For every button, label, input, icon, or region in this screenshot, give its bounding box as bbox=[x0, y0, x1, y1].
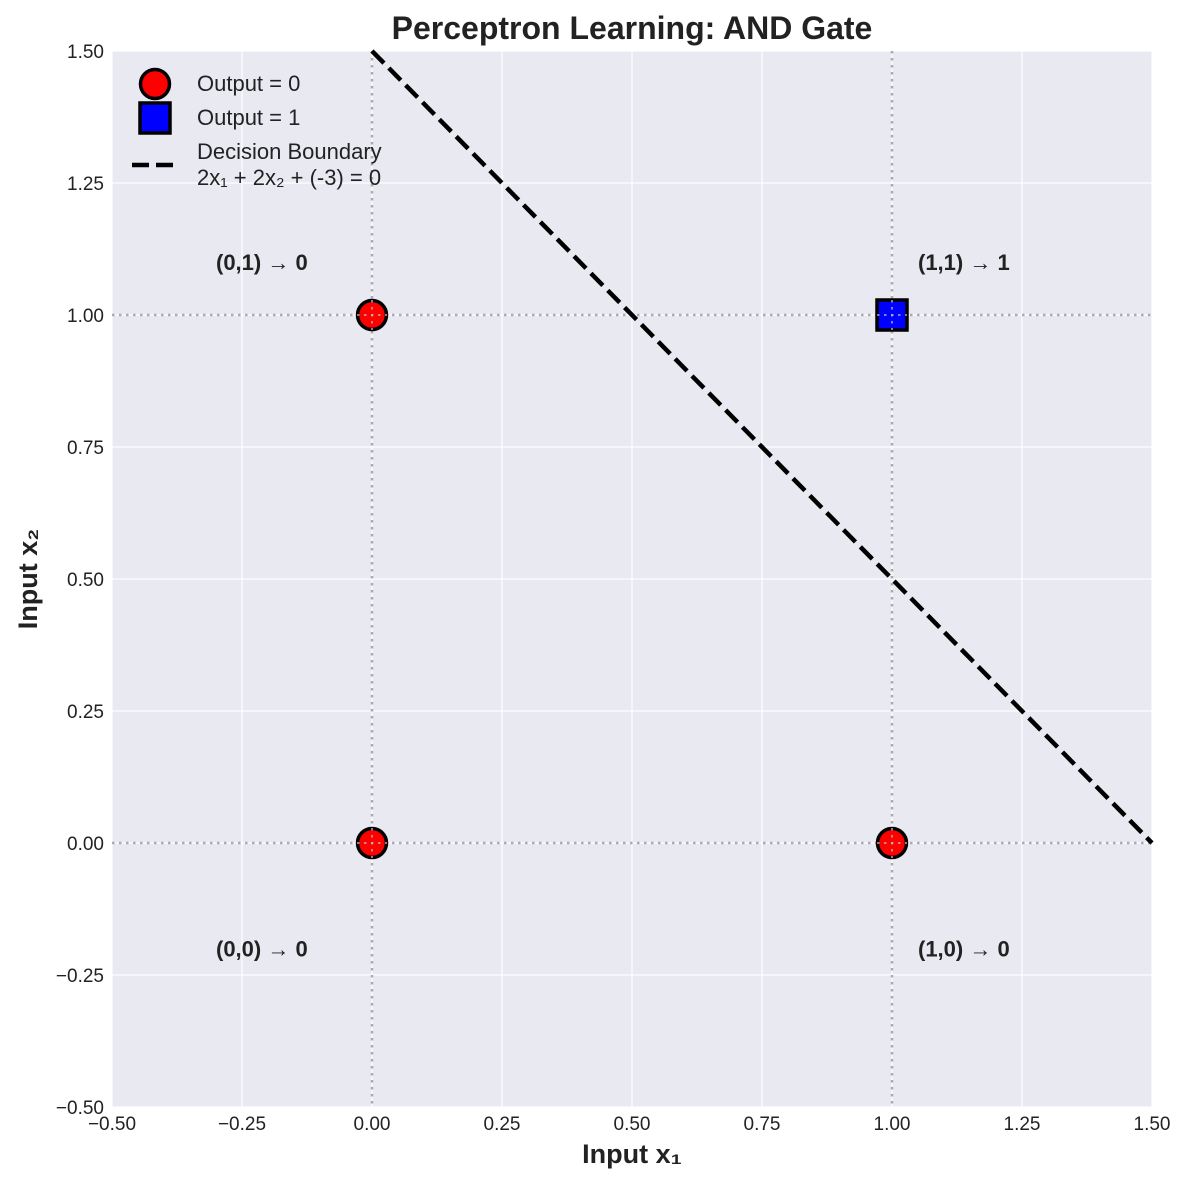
legend-circle-icon bbox=[138, 67, 172, 101]
point-annotation: (0,0) → 0 bbox=[216, 937, 308, 962]
point-annotations: (0,0) → 0 (0,1) → 0 (1,0) → 0 (1,1) → 1 bbox=[216, 250, 1010, 961]
x-tick-label: −0.50 bbox=[88, 1114, 136, 1135]
x-tick-label: 1.00 bbox=[874, 1114, 911, 1135]
x-tick-label: 0.75 bbox=[744, 1114, 781, 1135]
legend-label-boundary: Decision Boundary bbox=[197, 139, 382, 164]
x-tick-label: 0.00 bbox=[354, 1114, 391, 1135]
decision-boundary-layer bbox=[370, 49, 1154, 845]
x-tick-label: 0.25 bbox=[484, 1114, 521, 1135]
legend-label-output-0: Output = 0 bbox=[197, 71, 300, 96]
y-tick-label: −0.25 bbox=[56, 966, 104, 987]
x-tick-label: −0.25 bbox=[218, 1114, 266, 1135]
decision-boundary-line bbox=[370, 49, 1154, 845]
legend-label-boundary-equation: 2x₁ + 2x₂ + (-3) = 0 bbox=[197, 165, 381, 190]
y-tick-label: 0.50 bbox=[67, 570, 104, 591]
x-tick-label: 0.50 bbox=[614, 1114, 651, 1135]
y-tick-label: 1.50 bbox=[67, 42, 104, 63]
y-axis-label: Input x₂ bbox=[13, 529, 43, 630]
y-tick-label: 0.75 bbox=[67, 438, 104, 459]
x-axis-label: Input x₁ bbox=[582, 1139, 682, 1169]
legend: Output = 0 Output = 1 Decision Boundary2x₁… bbox=[132, 67, 382, 190]
y-tick-label: 0.00 bbox=[67, 834, 104, 855]
y-tick-label: 1.25 bbox=[67, 174, 104, 195]
point-annotation: (0,1) → 0 bbox=[216, 250, 308, 275]
data-points bbox=[355, 298, 909, 860]
x-axis-ticks: −0.50 −0.25 0.00 0.25 0.50 0.75 1.00 1.25 1.50 bbox=[88, 1114, 1171, 1135]
point-annotation: (1,0) → 0 bbox=[918, 937, 1010, 962]
y-tick-label: 0.25 bbox=[67, 702, 104, 723]
y-tick-label: 1.00 bbox=[67, 306, 104, 327]
y-tick-label: −0.50 bbox=[56, 1098, 104, 1119]
point-annotation: (1,1) → 1 bbox=[918, 250, 1010, 275]
x-tick-label: 1.25 bbox=[1004, 1114, 1041, 1135]
legend-square-icon bbox=[138, 101, 172, 135]
y-axis-ticks: −0.50 −0.25 0.00 0.25 0.50 0.75 1.00 1.25 1.50 bbox=[56, 42, 104, 1119]
x-tick-label: 1.50 bbox=[1134, 1114, 1171, 1135]
chart-title: Perceptron Learning: AND Gate bbox=[392, 10, 873, 46]
legend-label-output-1: Output = 1 bbox=[197, 105, 300, 130]
